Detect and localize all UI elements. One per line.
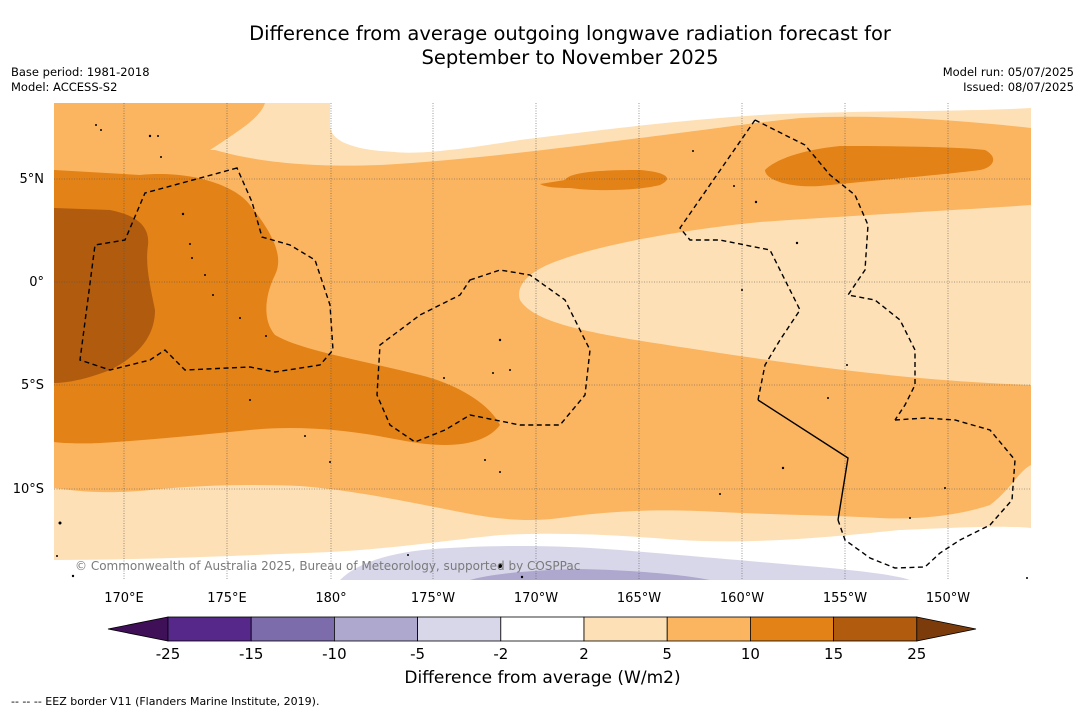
latitude-labels: 5°N 0° 5°S 10°S — [13, 172, 44, 497]
title-line-2: September to November 2025 — [421, 46, 719, 69]
lon-label: 180° — [315, 591, 346, 606]
colorbar-extend-max — [916, 616, 977, 642]
anomaly-band-minus-5-minus-10 — [470, 569, 710, 580]
lat-label: 10°S — [13, 482, 44, 497]
lat-label: 0° — [29, 275, 44, 290]
colorbar-swatch — [500, 616, 585, 642]
colorbar-tick-label: 10 — [741, 645, 760, 663]
meta-right: Model run: 05/07/2025 Issued: 08/07/2025 — [943, 65, 1074, 95]
colorbar-swatch — [417, 616, 502, 642]
anomaly-band-10-15-west — [54, 170, 500, 445]
lon-label: 150°W — [926, 591, 970, 606]
lon-label: 175°E — [207, 591, 247, 606]
model-name: Model: ACCESS-S2 — [11, 80, 118, 94]
anomaly-band-15-25 — [54, 208, 155, 383]
colorbar-tick-label: 2 — [579, 645, 589, 663]
lat-label: 5°N — [20, 172, 45, 187]
colorbar-swatch — [750, 616, 835, 642]
colorbar-swatch — [666, 616, 751, 642]
meta-left: Base period: 1981-2018 Model: ACCESS-S2 — [11, 65, 150, 95]
eez-fiji — [79, 167, 334, 373]
title-line-1: Difference from average outgoing longwav… — [249, 22, 891, 45]
model-run: Model run: 05/07/2025 — [942, 65, 1074, 79]
graticule — [54, 103, 1031, 580]
eez-line-of-islands — [754, 119, 916, 421]
colorbar-tick-label: 5 — [662, 645, 672, 663]
base-period: Base period: 1981-2018 — [11, 65, 150, 79]
islands — [56, 124, 1028, 579]
colorbar-tick-label: -15 — [239, 645, 264, 663]
eez-borders — [79, 119, 1016, 569]
colorbar-swatch — [333, 616, 418, 642]
colorbar-tick-label: 25 — [907, 645, 926, 663]
colorbar-swatch — [250, 616, 335, 642]
eez-french-polynesia — [837, 417, 1016, 569]
anomaly-band-minus-2-minus-5 — [340, 545, 910, 580]
lon-label: 160°W — [720, 591, 764, 606]
colorbar-title: Difference from average (W/m2) — [404, 668, 681, 688]
colorbar-tick-label: -10 — [322, 645, 347, 663]
map-plot-area: © Commonwealth of Australia 2025, Bureau… — [54, 103, 1031, 580]
colorbar-tick-label: -25 — [156, 645, 181, 663]
eez-legend-note: -- -- -- EEZ border V11 (Flanders Marine… — [11, 695, 320, 708]
lon-label: 155°W — [823, 591, 867, 606]
issued-date: Issued: 08/07/2025 — [963, 80, 1074, 94]
colorbar-tick-label: 15 — [824, 645, 843, 663]
anomaly-band-10-15-east — [765, 146, 994, 187]
anomaly-neutral-north — [330, 103, 1031, 153]
colorbar-swatch — [583, 616, 668, 642]
eez-tokelau — [376, 269, 591, 443]
eez-solid-segment — [757, 399, 849, 521]
copyright-notice: © Commonwealth of Australia 2025, Bureau… — [75, 559, 580, 573]
lon-label: 170°E — [104, 591, 144, 606]
lon-label: 165°W — [617, 591, 661, 606]
longitude-labels: 170°E 175°E 180° 175°W 170°W 165°W 160°W… — [104, 591, 970, 606]
lon-label: 170°W — [514, 591, 558, 606]
anomaly-band-5-10-northwest — [54, 103, 265, 150]
map-title: Difference from average outgoing longwav… — [0, 22, 1085, 70]
anomaly-band-10-15-central — [540, 170, 668, 191]
colorbar-tick-label: -2 — [493, 645, 508, 663]
colorbar-swatch — [833, 616, 918, 642]
colorbar: -25 -15 -10 -5 -2 2 5 10 15 25 — [107, 616, 977, 663]
eez-kiribati-east — [679, 119, 801, 401]
lat-label: 5°S — [21, 378, 44, 393]
colorbar-extend-min — [107, 616, 169, 642]
colorbar-swatch — [167, 616, 252, 642]
colorbar-tick-label: -5 — [410, 645, 425, 663]
lon-label: 175°W — [411, 591, 455, 606]
